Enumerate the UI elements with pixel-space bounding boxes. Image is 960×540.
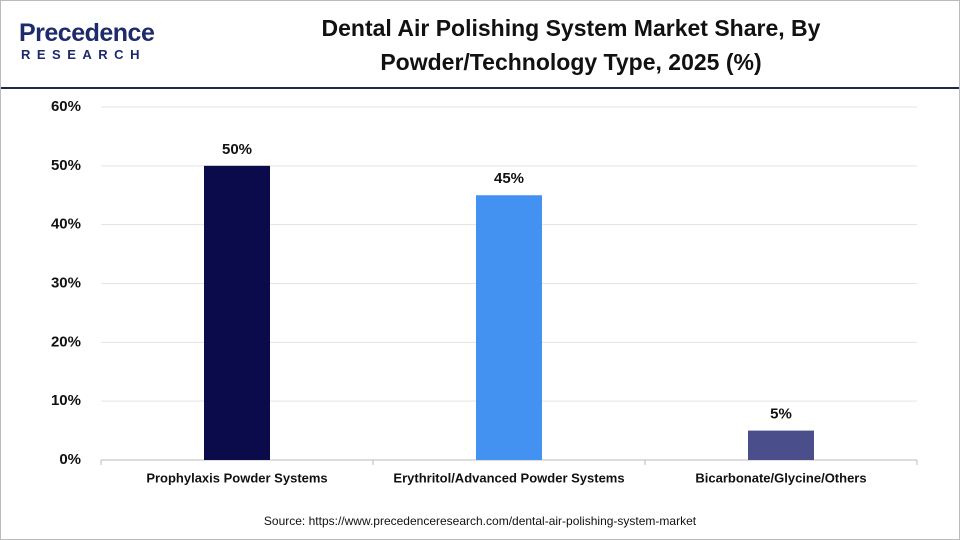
bar	[476, 195, 542, 460]
y-tick-label: 30%	[51, 274, 81, 291]
logo-name: Precedence	[19, 19, 155, 47]
y-tick-label: 50%	[51, 157, 81, 174]
x-tick-label: Erythritol/Advanced Powder Systems	[393, 470, 624, 485]
y-tick-label: 60%	[51, 98, 81, 115]
header-rule	[1, 87, 959, 89]
bar	[204, 165, 270, 461]
value-label: 45%	[494, 170, 524, 187]
chart-title: Dental Air Polishing System Market Share…	[321, 15, 821, 75]
source: Source: https://www.precedenceresearch.c…	[264, 514, 697, 528]
value-label: 5%	[770, 406, 792, 423]
y-tick-label: 0%	[59, 451, 81, 468]
x-tick-label: Prophylaxis Powder Systems	[146, 470, 327, 485]
y-tick-label: 20%	[51, 333, 81, 350]
logo-tagline: RESEARCH	[21, 47, 146, 62]
y-tick-label: 10%	[51, 392, 81, 409]
bar	[748, 430, 814, 460]
y-tick-label: 40%	[51, 216, 81, 233]
x-tick-label: Bicarbonate/Glycine/Others	[695, 470, 866, 485]
value-label: 50%	[222, 141, 252, 158]
